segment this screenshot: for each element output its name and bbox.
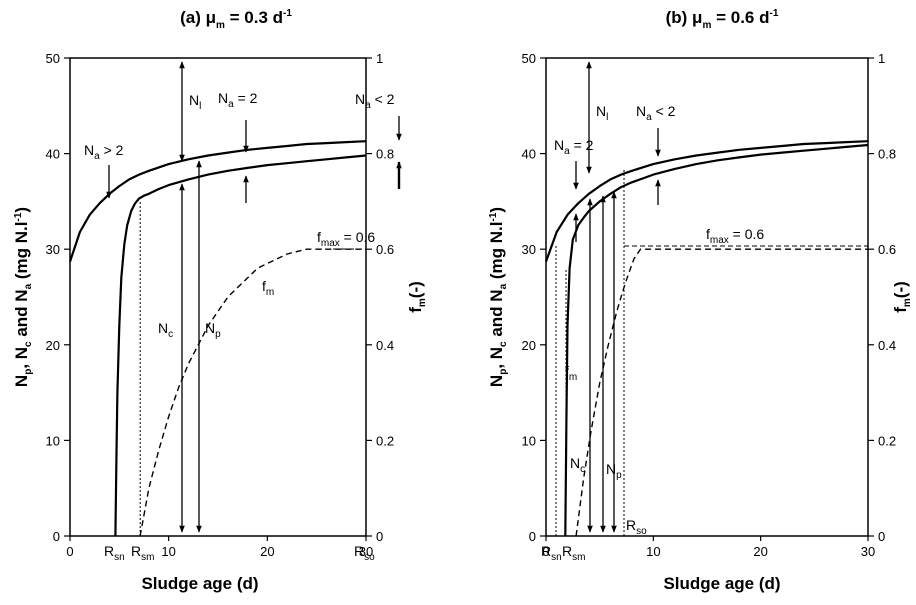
x-tick-label: 0 xyxy=(66,544,73,559)
y2-tick-label: 1 xyxy=(376,51,383,66)
panel-a-label-nl: Nl xyxy=(189,92,201,112)
panel-a-x-ticks: 0 10 20 30 xyxy=(66,536,373,559)
panel-b-y2-ticks: 0 0.2 0.4 0.6 0.8 1 xyxy=(868,51,896,544)
panel-a-label-np: Np xyxy=(205,320,221,340)
panel-b-arrows xyxy=(573,61,661,533)
panel-b-label-na-lt2: Na < 2 xyxy=(636,103,676,123)
x-tick-label: 30 xyxy=(359,544,373,559)
panel-a-label-fm: fm xyxy=(262,278,274,298)
y-tick-label: 50 xyxy=(46,51,60,66)
y-tick-label: 0 xyxy=(529,529,536,544)
series-fm-line xyxy=(139,248,366,537)
panel-a-label-fmax: fmax = 0.6 xyxy=(317,229,375,249)
y-tick-label: 0 xyxy=(53,529,60,544)
panel-b-label-fmax: fmax = 0.6 xyxy=(706,226,764,246)
y-tick-label: 20 xyxy=(522,338,536,353)
y-tick-label: 20 xyxy=(46,338,60,353)
y2-tick-label: 0.4 xyxy=(376,338,394,353)
panel-a-y-ticks: 0 10 20 30 40 50 xyxy=(46,51,70,544)
y2-tick-label: 0.2 xyxy=(376,433,394,448)
panel-a-annotations: Nl Na = 2 Na < 2 Na > 2 fmax = 0.6 fm Nc… xyxy=(84,90,395,563)
panel-a-x-axis-label: Sludge age (d) xyxy=(141,574,258,593)
y-tick-label: 40 xyxy=(522,147,536,162)
panel-b-y-axis-label: Np, Nc and Na (mg N.l-1) xyxy=(487,207,509,387)
panel-b-series xyxy=(544,140,869,537)
x-tick-label: 30 xyxy=(861,544,875,559)
y2-tick-label: 1 xyxy=(878,51,885,66)
y2-tick-label: 0.6 xyxy=(878,242,896,257)
series-nc-line xyxy=(564,143,869,537)
panel-a-label-rsn: Rsn xyxy=(104,543,125,563)
y2-tick-label: 0.8 xyxy=(878,147,896,162)
x-tick-label: 0 xyxy=(542,544,549,559)
panel-b-annotations: Nl Na = 2 Na < 2 fmax = 0.6 fm Nc Np Rsn… xyxy=(541,103,764,563)
x-tick-label: 10 xyxy=(646,544,660,559)
panel-b-y-ticks: 0 10 20 30 40 50 xyxy=(522,51,546,544)
y-tick-label: 40 xyxy=(46,147,60,162)
panel-a-label-na-eq2: Na = 2 xyxy=(218,90,258,110)
panel-a-title: (a) μm = 0.3 d-1 xyxy=(180,8,292,31)
panel-a-plot-frame xyxy=(69,57,367,537)
panel-b-label-na-eq2: Na = 2 xyxy=(554,137,594,157)
panel-a-y2-axis-label: fm(-) xyxy=(406,281,428,313)
panel-a-label-na-lt2: Na < 2 xyxy=(355,91,395,111)
panel-b-x-ticks: 0 10 20 30 xyxy=(542,536,875,559)
y-tick-label: 10 xyxy=(46,433,60,448)
panel-a-arrows xyxy=(106,61,402,533)
panel-a-label-rso: Rso xyxy=(354,543,375,563)
y-tick-label: 30 xyxy=(522,242,536,257)
y2-tick-label: 0 xyxy=(376,529,383,544)
panel-b-label-rsn: Rsn xyxy=(541,543,562,563)
x-tick-label: 20 xyxy=(260,544,274,559)
panel-a-y2-ticks: 0 0.2 0.4 0.6 0.8 1 xyxy=(366,51,394,544)
panel-b-x-axis-label: Sludge age (d) xyxy=(663,574,780,593)
panel-b-plot-frame xyxy=(545,57,869,537)
panel-b-title: (b) μm = 0.6 d-1 xyxy=(666,8,779,31)
y2-tick-label: 0.4 xyxy=(878,338,896,353)
panel-b-label-nl: Nl xyxy=(596,103,608,123)
y2-tick-label: 0 xyxy=(878,529,885,544)
y-tick-label: 50 xyxy=(522,51,536,66)
series-np-line xyxy=(544,140,869,262)
panel-b-y2-axis-label: fm(-) xyxy=(891,281,913,313)
panel-b-label-nc: Nc xyxy=(570,455,585,475)
y-tick-label: 10 xyxy=(522,433,536,448)
panel-a-series xyxy=(68,140,367,537)
panel-b-label-rso: Rso xyxy=(626,517,647,537)
x-tick-label: 20 xyxy=(753,544,767,559)
panel-b-label-fm: fm xyxy=(565,363,577,383)
y-tick-label: 30 xyxy=(46,242,60,257)
panel-b-label-np: Np xyxy=(606,461,622,481)
panel-b-label-rsm: Rsm xyxy=(562,543,585,563)
y2-tick-label: 0.2 xyxy=(878,433,896,448)
x-tick-label: 10 xyxy=(161,544,175,559)
series-nc-line xyxy=(114,154,367,537)
panel-a-label-na-gt2: Na > 2 xyxy=(84,142,124,162)
panel-a-label-nc: Nc xyxy=(158,320,173,340)
series-fm-line xyxy=(575,248,868,537)
series-np-line xyxy=(68,140,367,262)
panel-a-label-rsm: Rsm xyxy=(131,543,154,563)
panel-a-y-axis-label: Np, Nc and Na (mg N.l-1) xyxy=(12,207,34,387)
panel-a-reference-lines xyxy=(139,135,367,536)
y2-tick-label: 0.8 xyxy=(376,147,394,162)
y2-tick-label: 0.6 xyxy=(376,242,394,257)
